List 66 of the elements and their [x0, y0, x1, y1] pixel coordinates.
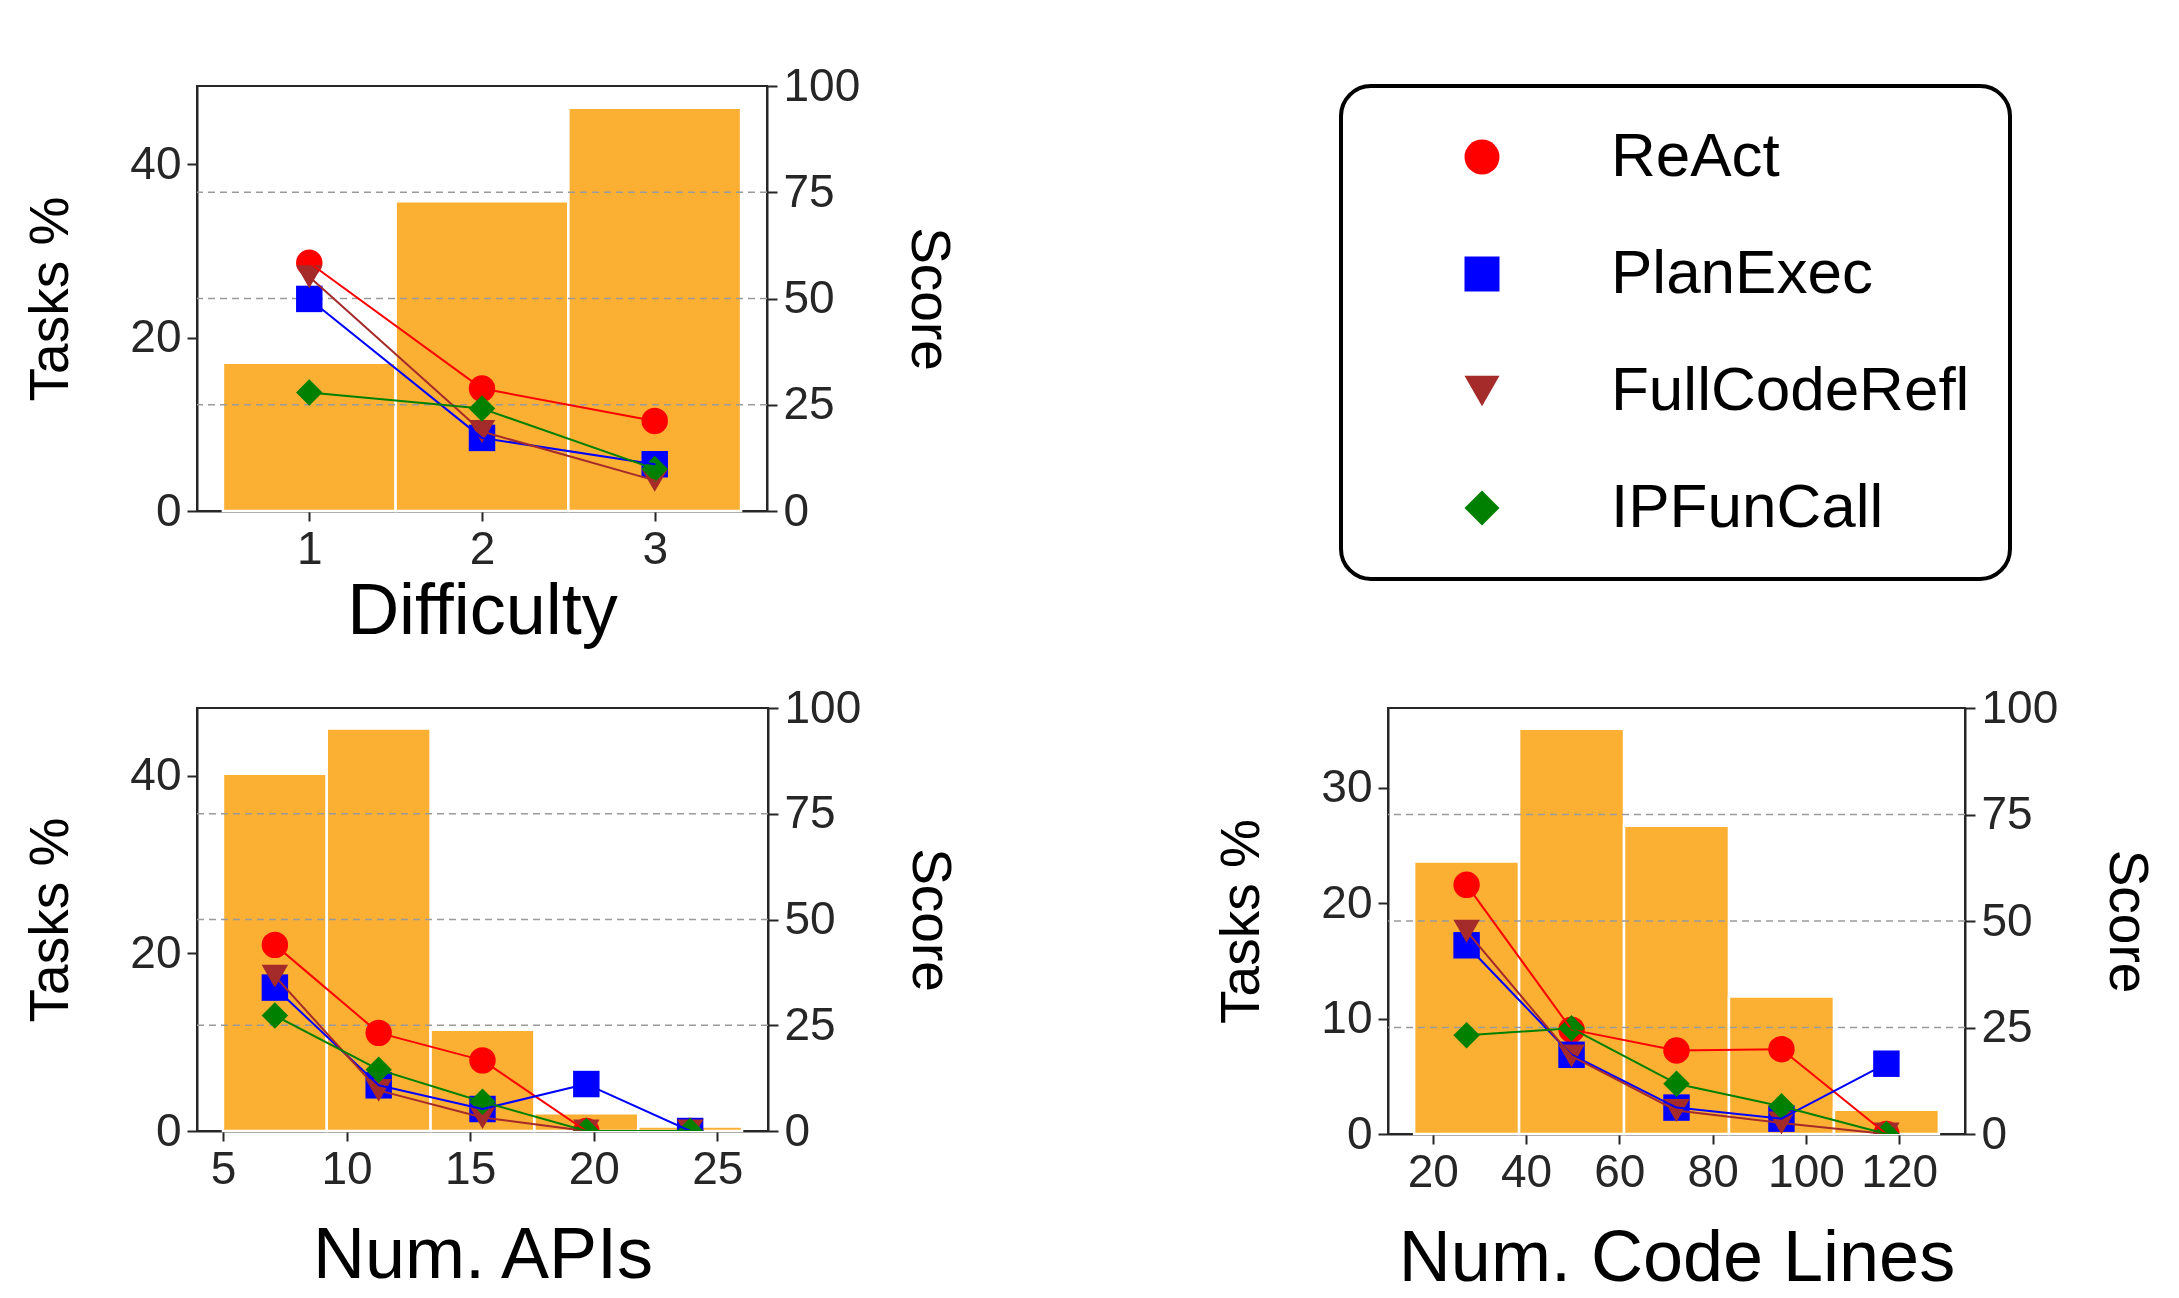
point — [469, 1047, 496, 1074]
legend-label: PlanExec — [1611, 237, 1873, 306]
y2-tick-label: 25 — [784, 997, 836, 1050]
point — [573, 1070, 600, 1098]
y-axis-title: Tasks % — [1209, 819, 1272, 1024]
y-tick-label: 20 — [1321, 875, 1373, 928]
y-axis-title: Tasks % — [18, 817, 81, 1023]
y2-tick-label: 50 — [1981, 893, 2033, 946]
y2-tick-label: 50 — [784, 892, 836, 944]
y-tick-label: 20 — [130, 310, 182, 363]
point — [1453, 871, 1480, 898]
x-tick-label: 10 — [321, 1141, 373, 1194]
y2-tick-label: 75 — [784, 786, 836, 839]
point — [1873, 1050, 1900, 1077]
y2-tick-label: 100 — [1981, 680, 2059, 733]
y-tick-label: 0 — [1346, 1106, 1373, 1159]
y-tick-label: 0 — [155, 1103, 182, 1156]
y2-tick-label: 0 — [1981, 1106, 2008, 1159]
x-tick-label: 60 — [1594, 1144, 1646, 1197]
x-tick-label: 20 — [568, 1141, 620, 1194]
x-tick-label: 100 — [1768, 1144, 1845, 1197]
y2-tick-label: 75 — [1981, 787, 2033, 839]
point — [1453, 919, 1480, 943]
y-axis-title: Tasks % — [18, 196, 81, 402]
point — [261, 964, 289, 988]
y-tick-label: 10 — [1321, 991, 1373, 1044]
x-axis-title: Num. Code Lines — [1398, 1215, 1956, 1296]
y2-axis-title: Score — [901, 848, 964, 992]
y-tick-label: 0 — [155, 483, 182, 536]
y2-axis-title: Score — [2098, 849, 2161, 994]
point — [296, 265, 323, 289]
y2-axis-title: Score — [900, 227, 963, 371]
y2-tick-label: 50 — [783, 271, 835, 323]
y2-tick-label: 25 — [1981, 1000, 2033, 1052]
legend-label: IPFunCall — [1611, 471, 1884, 540]
y2-tick-label: 100 — [783, 58, 861, 111]
legend-label: ReAct — [1611, 120, 1780, 189]
y2-tick-label: 75 — [783, 164, 835, 217]
y-tick-label: 20 — [130, 925, 182, 978]
x-tick-label: 3 — [642, 521, 669, 574]
point — [261, 1002, 289, 1029]
y2-tick-label: 100 — [784, 680, 862, 733]
x-tick-label: 120 — [1861, 1144, 1939, 1197]
point — [1768, 1036, 1795, 1063]
x-tick-label: 25 — [692, 1141, 744, 1194]
x-axis-title: Num. APIs — [312, 1212, 654, 1293]
point — [296, 379, 323, 406]
point — [365, 1019, 392, 1047]
point — [1663, 1037, 1690, 1064]
x-tick-label: 40 — [1500, 1144, 1553, 1197]
point — [1663, 1070, 1690, 1097]
y-tick-label: 40 — [130, 136, 182, 189]
y-tick-label: 30 — [1321, 760, 1373, 813]
x-tick-label: 20 — [1407, 1144, 1459, 1197]
x-tick-label: 5 — [210, 1141, 237, 1194]
point — [296, 285, 323, 313]
x-tick-label: 15 — [445, 1141, 497, 1194]
point — [261, 931, 289, 959]
legend-label: FullCodeRefl — [1611, 354, 1970, 423]
y-tick-label: 40 — [130, 748, 182, 801]
y2-tick-label: 0 — [783, 483, 810, 536]
y2-tick-label: 25 — [783, 377, 835, 430]
x-tick-label: 1 — [296, 521, 323, 574]
y2-tick-label: 0 — [784, 1103, 811, 1156]
x-tick-label: 80 — [1687, 1144, 1739, 1197]
point — [641, 407, 668, 435]
